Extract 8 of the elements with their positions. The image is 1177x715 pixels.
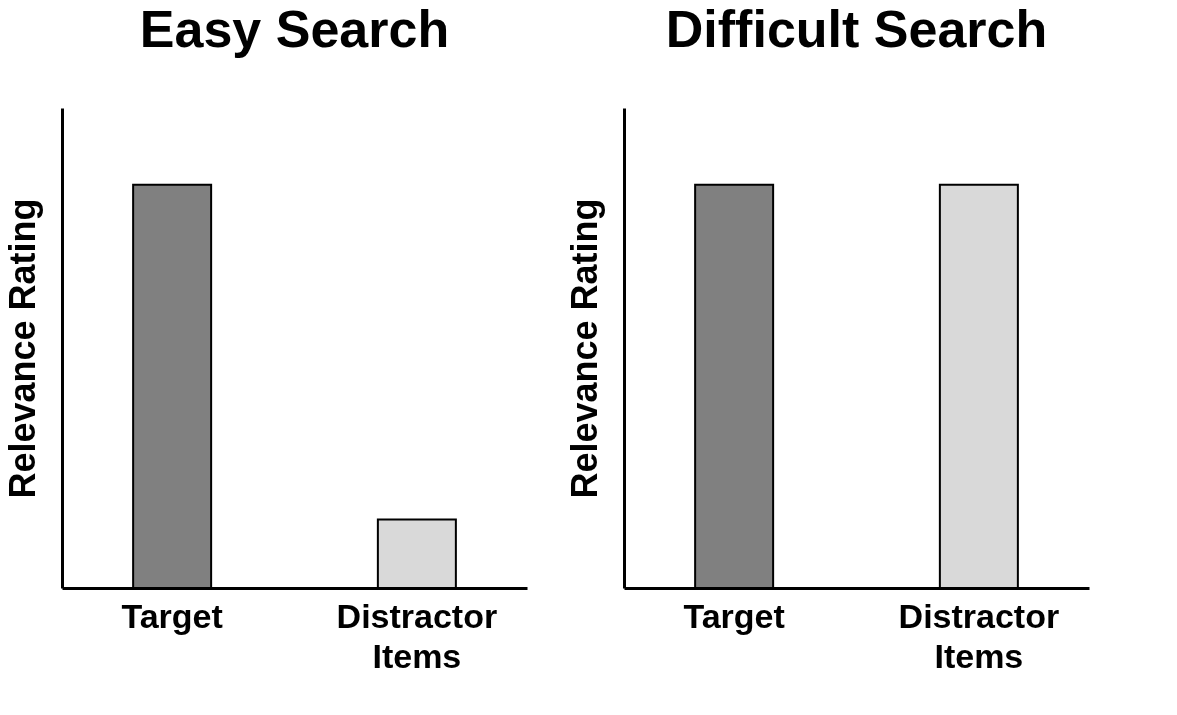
x-tick-label: Distractor Items [336, 596, 498, 675]
x-tick-label: Target [683, 596, 785, 635]
x-tick-label: Distractor Items [898, 596, 1060, 675]
chart-title: Easy Search [139, 0, 450, 58]
x-tick-label: Target [121, 596, 223, 635]
y-axis-title: Relevance Rating [563, 198, 605, 499]
chart-title: Difficult Search [665, 0, 1048, 58]
y-axis-title: Relevance Rating [1, 198, 43, 499]
